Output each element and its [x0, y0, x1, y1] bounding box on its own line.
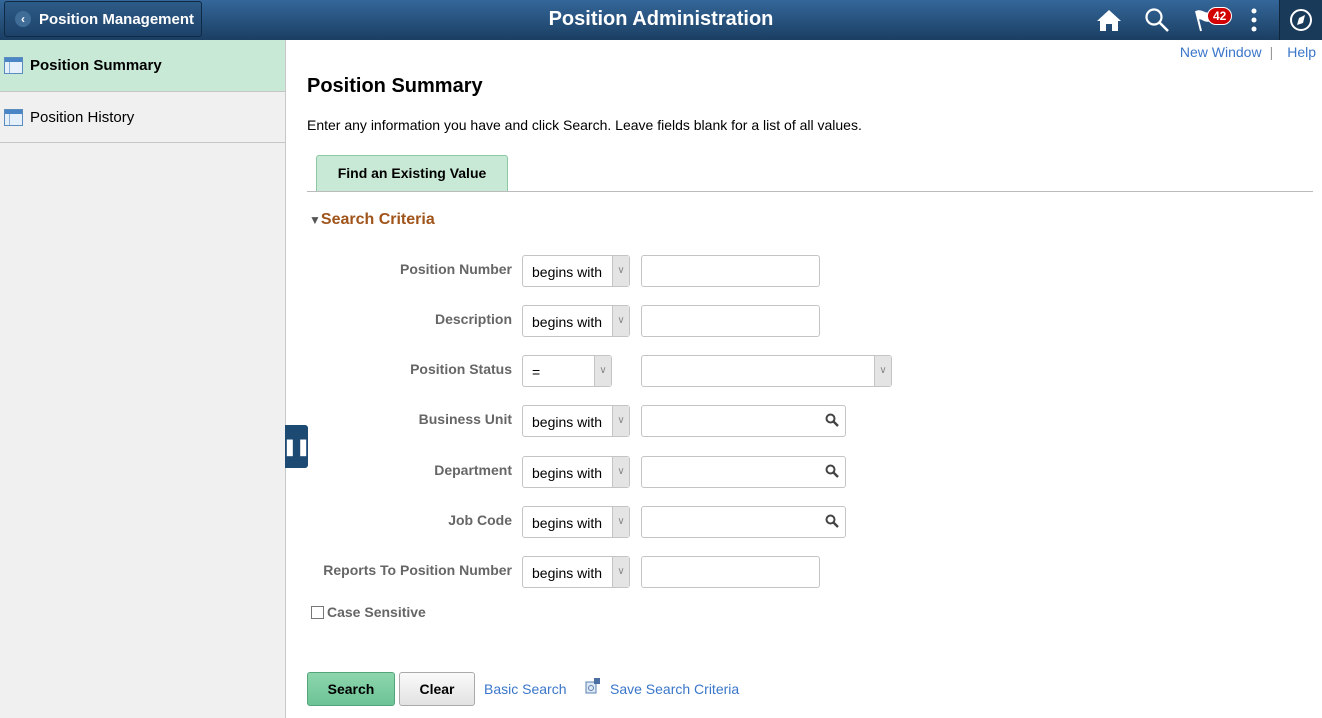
header-bar: ‹ Position Management Position Administra… [0, 0, 1322, 40]
value-input[interactable] [641, 305, 820, 337]
lookup-icon[interactable] [825, 514, 839, 533]
operator-select[interactable]: begins with ∨ [522, 456, 630, 488]
chevron-down-icon: ∨ [594, 356, 611, 386]
field-label: Business Unit [418, 411, 512, 427]
tab-find-existing-value[interactable]: Find an Existing Value [316, 155, 508, 192]
search-field-row: Job Code begins with ∨ [300, 506, 1000, 539]
top-links: New Window | Help [1180, 44, 1316, 60]
help-link[interactable]: Help [1287, 44, 1316, 60]
field-label: Reports To Position Number [323, 562, 512, 578]
back-button[interactable]: ‹ Position Management [4, 1, 202, 37]
back-label: Position Management [39, 10, 195, 28]
value-input[interactable]: ∨ [641, 355, 892, 387]
basic-search-link[interactable]: Basic Search [484, 681, 567, 697]
chevron-down-icon: ∨ [612, 306, 629, 336]
operator-value: begins with [532, 414, 603, 430]
chevron-down-icon: ∨ [874, 356, 891, 386]
operator-value: begins with [532, 465, 603, 481]
chevron-down-icon: ∨ [612, 507, 629, 537]
search-field-row: Business Unit begins with ∨ [300, 405, 1000, 438]
search-field-row: Position Number begins with ∨ [300, 255, 1000, 288]
separator: | [1269, 44, 1274, 60]
operator-value: begins with [532, 264, 603, 280]
pause-icon: ❚❚ [283, 438, 310, 456]
field-label: Position Number [399, 261, 512, 277]
search-field-row: Department begins with ∨ [300, 456, 1000, 489]
notification-badge: 42 [1207, 7, 1233, 25]
lookup-icon[interactable] [825, 464, 839, 483]
triangle-down-icon: ▼ [309, 213, 321, 227]
field-label: Description [434, 311, 512, 327]
sidebar-item-label: Position History [30, 108, 135, 126]
page-title: Position Summary [307, 75, 483, 97]
search-field-row: Position Status = ∨ ∨ [300, 355, 1000, 388]
field-label: Job Code [448, 512, 512, 528]
save-search-criteria-link[interactable]: Save Search Criteria [610, 681, 740, 697]
sidebar-item-position-history[interactable]: Position History [0, 92, 285, 143]
more-vertical-icon[interactable] [1240, 6, 1268, 34]
tab-divider [307, 191, 1313, 192]
operator-select[interactable]: begins with ∨ [522, 405, 630, 437]
operator-select[interactable]: = ∨ [522, 355, 612, 387]
value-input[interactable] [641, 255, 820, 287]
chevron-down-icon: ∨ [612, 406, 629, 436]
page-icon [4, 57, 23, 74]
page-icon [4, 108, 23, 126]
value-input[interactable] [641, 405, 846, 437]
search-button[interactable]: Search [307, 672, 395, 706]
instructions: Enter any information you have and click… [307, 117, 862, 133]
operator-select[interactable]: begins with ∨ [522, 305, 630, 337]
operator-value: begins with [532, 515, 603, 531]
operator-value: begins with [532, 314, 603, 330]
chevron-down-icon: ∨ [612, 256, 629, 286]
search-field-row: Description begins with ∨ [300, 305, 1000, 338]
value-input[interactable] [641, 456, 846, 488]
collapse-sidebar-handle[interactable]: ❚❚ [283, 425, 310, 468]
sidebar-item-label: Position Summary [30, 57, 162, 74]
case-sensitive-checkbox[interactable] [311, 605, 324, 619]
lookup-icon[interactable] [825, 413, 839, 432]
search-field-row: Reports To Position Number begins with ∨ [300, 556, 1000, 589]
operator-value: = [532, 364, 541, 380]
chevron-left-icon: ‹ [15, 11, 31, 27]
operator-select[interactable]: begins with ∨ [522, 506, 630, 538]
operator-select[interactable]: begins with ∨ [522, 556, 630, 588]
field-label: Department [434, 462, 512, 478]
search-criteria-toggle[interactable]: ▼Search Criteria [309, 211, 435, 229]
sidebar-item-position-summary[interactable]: Position Summary [0, 40, 285, 92]
chevron-down-icon: ∨ [612, 557, 629, 587]
sidebar: Position Summary Position History [0, 40, 286, 718]
search-icon[interactable] [1143, 6, 1171, 34]
navbar-compass-icon [1290, 9, 1312, 31]
case-sensitive[interactable]: Case Sensitive [311, 604, 426, 620]
chevron-down-icon: ∨ [612, 457, 629, 487]
field-label: Position Status [410, 361, 512, 377]
section-title: Search Criteria [320, 211, 435, 228]
operator-select[interactable]: begins with ∨ [522, 255, 630, 287]
value-input[interactable] [641, 556, 820, 588]
home-icon[interactable] [1095, 6, 1123, 34]
value-input[interactable] [641, 506, 846, 538]
new-window-link[interactable]: New Window [1179, 44, 1262, 60]
save-search-icon [585, 678, 601, 699]
operator-value: begins with [532, 565, 603, 581]
navbar-button[interactable] [1279, 0, 1322, 40]
case-sensitive-label: Case Sensitive [327, 604, 426, 620]
clear-button[interactable]: Clear [399, 672, 475, 706]
